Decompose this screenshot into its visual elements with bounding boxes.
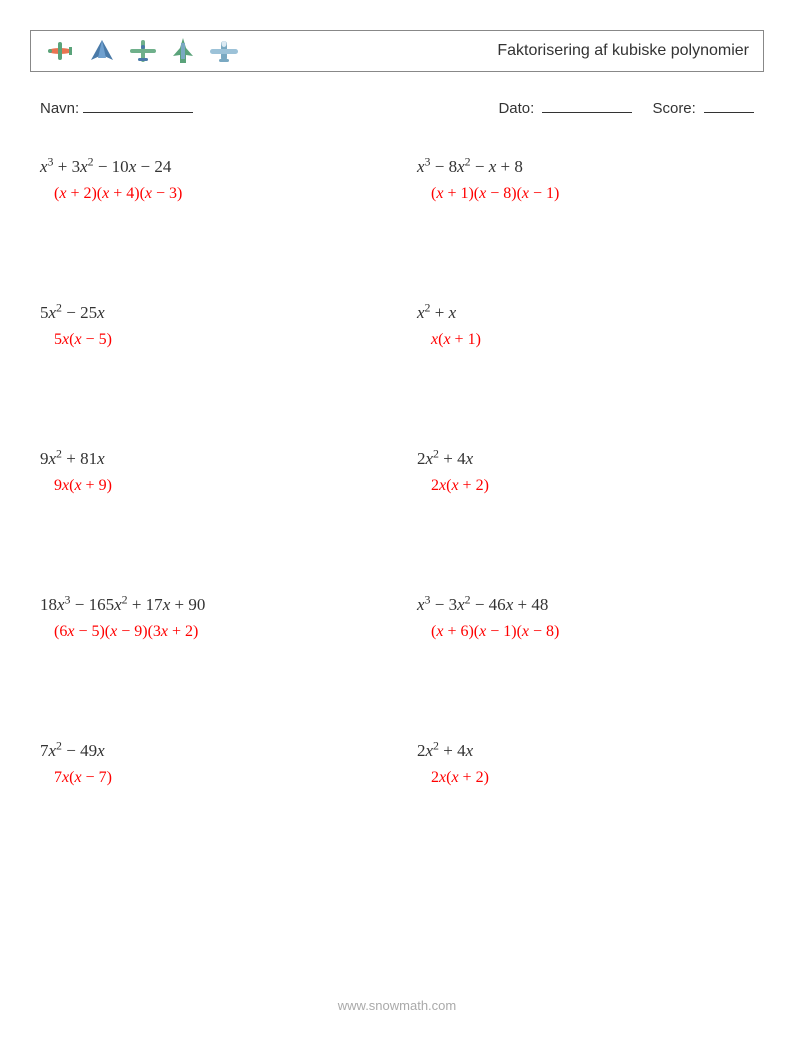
problem-10: 2x2 + 4x 2x(x + 2) (407, 741, 764, 787)
date-blank[interactable] (542, 112, 632, 113)
problem-answer: (x + 2)(x + 4)(x − 3) (40, 185, 387, 203)
problem-expression: x2 + x (417, 303, 764, 323)
problem-expression: 18x3 − 165x2 + 17x + 90 (40, 595, 387, 615)
problem-expression: x3 − 8x2 − x + 8 (417, 157, 764, 177)
problem-6: 2x2 + 4x 2x(x + 2) (407, 449, 764, 495)
problem-9: 7x2 − 49x 7x(x − 7) (30, 741, 387, 787)
problem-2: x3 − 8x2 − x + 8 (x + 1)(x − 8)(x − 1) (407, 157, 764, 203)
name-label: Navn: (40, 100, 79, 117)
problem-5: 9x2 + 81x 9x(x + 9) (30, 449, 387, 495)
icon-row (45, 37, 239, 65)
problem-answer: (x + 6)(x − 1)(x − 8) (417, 623, 764, 641)
problem-expression: 7x2 − 49x (40, 741, 387, 761)
problem-8: x3 − 3x2 − 46x + 48 (x + 6)(x − 1)(x − 8… (407, 595, 764, 641)
meta-row: Navn: Dato: Score: (30, 100, 764, 117)
footer-url: www.snowmath.com (0, 998, 794, 1013)
problem-expression: x3 + 3x2 − 10x − 24 (40, 157, 387, 177)
jet-fighter-icon (171, 37, 195, 65)
problem-answer: 9x(x + 9) (40, 477, 387, 495)
score-label: Score: (652, 100, 695, 117)
plane-top-icon (129, 38, 157, 64)
worksheet-title: Faktorisering af kubiske polynomier (497, 42, 749, 60)
name-blank[interactable] (83, 112, 193, 113)
problem-answer: 5x(x − 5) (40, 331, 387, 349)
plane-jet-icon (209, 38, 239, 64)
problem-expression: 9x2 + 81x (40, 449, 387, 469)
problem-expression: 2x2 + 4x (417, 741, 764, 761)
problem-expression: x3 − 3x2 − 46x + 48 (417, 595, 764, 615)
problem-expression: 2x2 + 4x (417, 449, 764, 469)
problems-grid: x3 + 3x2 − 10x − 24 (x + 2)(x + 4)(x − 3… (30, 157, 764, 787)
problem-4: x2 + x x(x + 1) (407, 303, 764, 349)
problem-answer: (6x − 5)(x − 9)(3x + 2) (40, 623, 387, 641)
date-label: Dato: (498, 100, 534, 117)
problem-7: 18x3 − 165x2 + 17x + 90 (6x − 5)(x − 9)(… (30, 595, 387, 641)
plane-delta-icon (89, 38, 115, 64)
score-blank[interactable] (704, 112, 754, 113)
problem-answer: 2x(x + 2) (417, 769, 764, 787)
plane-prop-icon (45, 38, 75, 64)
header-box: Faktorisering af kubiske polynomier (30, 30, 764, 72)
problem-answer: 7x(x − 7) (40, 769, 387, 787)
problem-answer: (x + 1)(x − 8)(x − 1) (417, 185, 764, 203)
problem-expression: 5x2 − 25x (40, 303, 387, 323)
problem-1: x3 + 3x2 − 10x − 24 (x + 2)(x + 4)(x − 3… (30, 157, 387, 203)
problem-answer: x(x + 1) (417, 331, 764, 349)
problem-3: 5x2 − 25x 5x(x − 5) (30, 303, 387, 349)
problem-answer: 2x(x + 2) (417, 477, 764, 495)
